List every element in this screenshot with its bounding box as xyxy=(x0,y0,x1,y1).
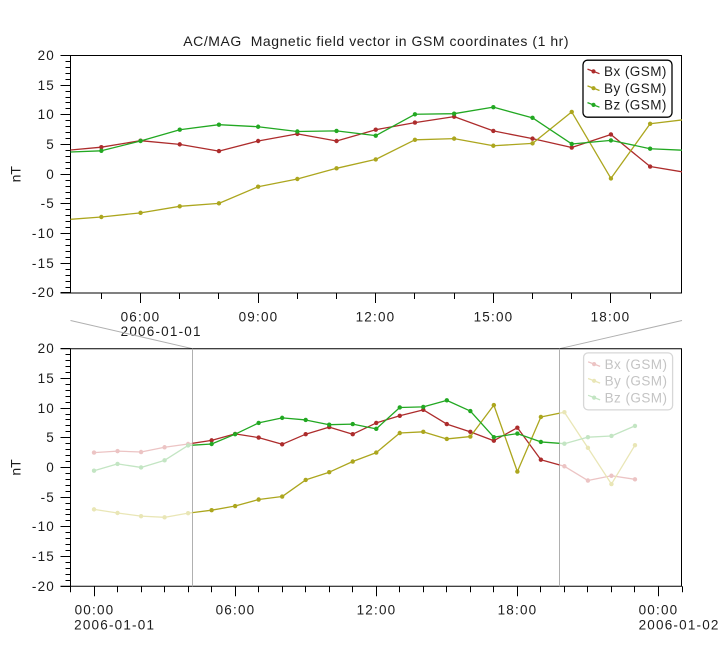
svg-text:-20: -20 xyxy=(32,285,55,300)
svg-text:-10: -10 xyxy=(32,519,55,534)
svg-text:20: 20 xyxy=(38,48,55,63)
svg-text:06:00: 06:00 xyxy=(216,603,256,618)
svg-text:Bx (GSM): Bx (GSM) xyxy=(605,357,668,372)
svg-text:-15: -15 xyxy=(32,256,55,271)
svg-text:00:00: 00:00 xyxy=(639,603,679,618)
svg-text:nT: nT xyxy=(8,459,24,476)
svg-text:18:00: 18:00 xyxy=(591,309,631,324)
svg-text:06:00: 06:00 xyxy=(121,309,161,324)
svg-text:12:00: 12:00 xyxy=(357,603,397,618)
svg-text:10: 10 xyxy=(38,107,55,122)
svg-text:Bz (GSM): Bz (GSM) xyxy=(604,98,667,113)
svg-text:15: 15 xyxy=(38,371,55,386)
svg-text:2006-01-02: 2006-01-02 xyxy=(639,618,720,633)
svg-text:00:00: 00:00 xyxy=(75,603,115,618)
svg-text:AC/MAG Magnetic field vector: AC/MAG Magnetic field vector in GSM coor… xyxy=(183,33,569,49)
svg-text:15:00: 15:00 xyxy=(474,309,514,324)
svg-text:-5: -5 xyxy=(41,196,55,211)
svg-text:0: 0 xyxy=(46,460,55,475)
svg-text:5: 5 xyxy=(46,137,55,152)
svg-text:Bz (GSM): Bz (GSM) xyxy=(605,390,668,405)
svg-text:10: 10 xyxy=(38,401,55,416)
svg-text:By (GSM): By (GSM) xyxy=(604,81,667,96)
svg-text:2006-01-01: 2006-01-01 xyxy=(121,324,202,339)
svg-text:09:00: 09:00 xyxy=(239,309,279,324)
svg-text:Bx (GSM): Bx (GSM) xyxy=(604,64,667,79)
svg-text:15: 15 xyxy=(38,78,55,93)
svg-text:-5: -5 xyxy=(41,490,55,505)
svg-text:0: 0 xyxy=(46,167,55,182)
svg-text:-15: -15 xyxy=(32,549,55,564)
svg-text:2006-01-01: 2006-01-01 xyxy=(74,618,155,633)
svg-text:12:00: 12:00 xyxy=(356,309,396,324)
svg-text:18:00: 18:00 xyxy=(498,603,538,618)
svg-text:-10: -10 xyxy=(32,226,55,241)
svg-text:5: 5 xyxy=(46,430,55,445)
svg-text:20: 20 xyxy=(38,341,55,356)
svg-text:-20: -20 xyxy=(32,579,55,594)
svg-text:nT: nT xyxy=(8,166,24,183)
svg-text:By (GSM): By (GSM) xyxy=(605,374,668,389)
